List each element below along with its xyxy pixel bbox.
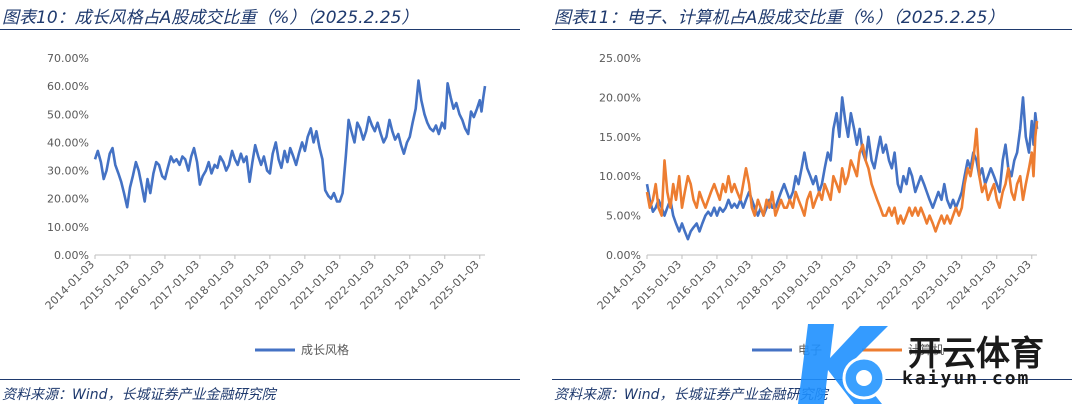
y-tick-label: 0.00%: [606, 249, 641, 262]
legend-label: 计算机: [908, 342, 944, 357]
kaiyun-logo-watermark: [798, 324, 888, 404]
chart-title: 图表11：电子、计算机占A股成交比重（%）（2025.2.25）: [554, 8, 1005, 28]
chart-panel-growth-style: 图表10：成长风格占A股成交比重（%）（2025.2.25） 0.00% 10.0…: [0, 0, 520, 412]
y-tick-label: 40.00%: [47, 136, 89, 149]
source-divider: [0, 379, 520, 380]
watermark-brand-text: 开云体育: [908, 334, 1044, 374]
series-line: [645, 120, 1039, 233]
y-tick-label: 50.00%: [47, 108, 89, 121]
chart-source: 资料来源：Wind，长城证券产业金融研究院: [2, 387, 276, 403]
chart-panel-electronics-computer: 图表11：电子、计算机占A股成交比重（%）（2025.2.25） 0.00% 5.…: [552, 0, 1072, 412]
watermark-url-text: kaiyun.com: [902, 368, 1031, 389]
electronics-computer-line-chart: 0.00%5.00%10.00%15.00%20.00%25.00%2014-0…: [595, 52, 1039, 357]
chart-source: 资料来源：Wind，长城证券产业金融研究院: [554, 387, 828, 403]
y-tick-label: 15.00%: [599, 131, 641, 144]
y-tick-label: 10.00%: [599, 170, 641, 183]
y-tick-label: 60.00%: [47, 80, 89, 93]
legend-label: 成长风格: [301, 342, 349, 357]
series-line: [93, 79, 487, 209]
chart-title: 图表10：成长风格占A股成交比重（%）（2025.2.25）: [2, 8, 419, 28]
y-tick-label: 10.00%: [47, 221, 89, 234]
title-divider: [0, 29, 520, 30]
title-divider: [552, 29, 1072, 30]
y-tick-label: 20.00%: [47, 193, 89, 206]
y-tick-label: 5.00%: [606, 210, 641, 223]
y-tick-label: 20.00%: [599, 91, 641, 104]
y-tick-label: 70.00%: [47, 52, 89, 65]
y-tick-label: 0.00%: [54, 249, 89, 262]
growth-style-line-chart: 0.00% 10.00% 20.00% 30.00% 40.00% 50.00% 60.00…: [43, 52, 487, 357]
y-tick-label: 30.00%: [47, 165, 89, 178]
y-tick-label: 25.00%: [599, 52, 641, 65]
